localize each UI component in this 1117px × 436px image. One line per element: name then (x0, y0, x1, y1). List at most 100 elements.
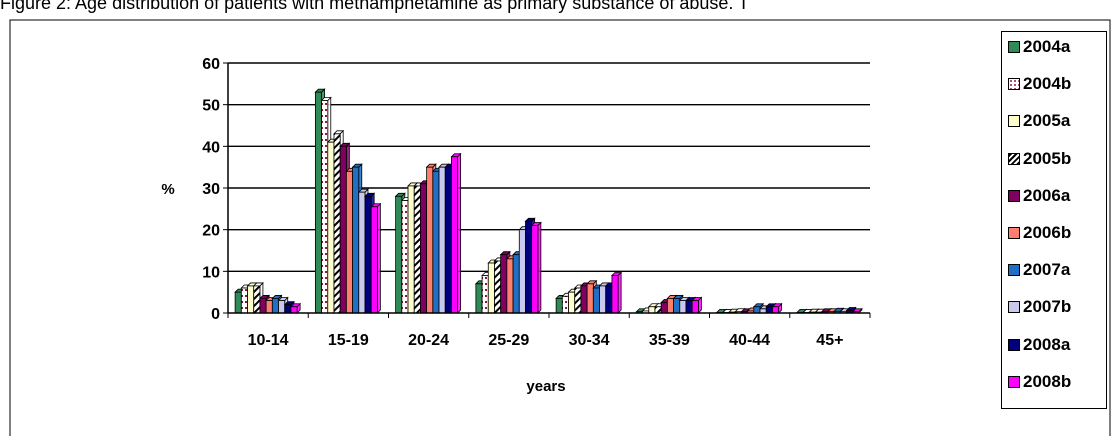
bar-front (561, 295, 569, 314)
bar-side (537, 221, 542, 314)
bar-2008b-30-34 (610, 271, 623, 314)
legend-label: 2007a (1023, 260, 1071, 280)
bar-front (481, 275, 489, 314)
y-tick-label: 20 (202, 223, 220, 240)
legend-swatch (1008, 189, 1020, 202)
bar-2008b-40-44 (771, 302, 783, 314)
bar-front (611, 275, 619, 314)
bar-front (512, 254, 520, 314)
bar-front (772, 306, 780, 314)
bar-front (525, 220, 533, 314)
bar-2008b-35-39 (691, 296, 703, 314)
legend-swatch (1008, 78, 1020, 91)
x-tick-label: 30-34 (569, 332, 610, 349)
bar-front (765, 306, 773, 314)
chart-frame (9, 19, 1111, 436)
legend-swatch (1008, 115, 1020, 128)
bar-front (290, 306, 298, 314)
legend-item-2008a: 2008a (1008, 334, 1071, 354)
legend-label: 2008b (1023, 371, 1072, 391)
legend-item-2005b: 2005b (1008, 148, 1072, 168)
bar-front (407, 185, 415, 314)
bar-front (494, 260, 502, 314)
legend-label: 2005b (1023, 148, 1072, 168)
x-tick-label: 20-24 (408, 332, 449, 349)
bar-front (660, 302, 668, 314)
bar-front (333, 133, 341, 314)
bar-front (685, 300, 693, 314)
legend-label: 2007b (1023, 297, 1072, 317)
bar-front (438, 166, 446, 314)
bar-front (358, 191, 366, 314)
bar-front (234, 291, 242, 314)
bar-front (420, 183, 428, 314)
legend-item-2006a: 2006a (1008, 185, 1071, 205)
bar-front (247, 285, 255, 314)
x-tick-label: 40-44 (729, 332, 770, 349)
x-tick-label: 10-14 (248, 332, 289, 349)
bar-front (284, 304, 292, 314)
x-tick-label: 45+ (816, 332, 843, 349)
legend-label: 2008a (1023, 334, 1071, 354)
bar-front (401, 200, 409, 314)
bar-front (654, 306, 662, 314)
legend-item-2007b: 2007b (1008, 297, 1072, 317)
legend-item-2004a: 2004a (1008, 37, 1070, 56)
bar-front (278, 300, 286, 314)
y-axis-label: % (161, 181, 174, 198)
legend-label: 2006b (1023, 223, 1072, 242)
bar-2008b-20-24 (450, 152, 462, 314)
legend-swatch (1008, 152, 1020, 165)
bar-front (580, 285, 588, 314)
bar-front (265, 300, 273, 314)
x-axis-label: years (526, 378, 565, 395)
bar-front (426, 166, 434, 314)
bar-front (259, 298, 267, 314)
bar-front (395, 195, 403, 314)
bar-side (457, 152, 462, 314)
legend-item-2006b: 2006b (1008, 223, 1072, 242)
bar-front (240, 287, 248, 314)
bar-front (339, 145, 347, 314)
y-tick-label: 50 (202, 98, 220, 115)
bar-front (592, 287, 600, 314)
legend: 2004a 2004b 2005a 2005b 2006a 2006b 2007a 2007b… (1001, 31, 1107, 409)
bar-front (605, 285, 613, 314)
bar-side (376, 202, 381, 314)
y-tick-label: 10 (202, 264, 220, 281)
legend-swatch (1008, 264, 1020, 277)
bar-front (327, 141, 335, 314)
bar-front (413, 185, 421, 314)
legend-item-2005a: 2005a (1008, 111, 1070, 130)
bar-front (666, 298, 674, 314)
legend-item-2004b: 2004b (1008, 74, 1072, 94)
bar-front (451, 156, 459, 314)
bar-front (364, 195, 372, 314)
bar-front (500, 254, 508, 314)
bar-front (574, 287, 582, 314)
bar-front (314, 91, 322, 314)
bar-side (617, 271, 622, 314)
bar-front (487, 262, 495, 314)
bar-front (370, 206, 378, 314)
bar-2008b-15-19 (370, 202, 382, 314)
x-tick-label: 15-19 (328, 332, 369, 349)
bar-front (691, 300, 699, 314)
legend-swatch (1008, 338, 1020, 351)
bar-front (679, 300, 687, 314)
bar-front (673, 298, 681, 314)
legend-label: 2006a (1023, 185, 1071, 205)
bar-front (586, 283, 594, 314)
y-tick-label: 30 (202, 181, 220, 198)
bar-front (352, 166, 360, 314)
bar-front (345, 170, 353, 314)
bar-2008b-25-29 (530, 221, 542, 314)
legend-label: 2004b (1023, 74, 1072, 94)
bar-2008b-10-14 (289, 302, 302, 314)
bar-front (531, 225, 539, 314)
x-tick-label: 25-29 (488, 332, 529, 349)
y-tick-label: 0 (211, 306, 220, 323)
x-tick-label: 35-39 (649, 332, 690, 349)
bar-front (555, 298, 563, 314)
